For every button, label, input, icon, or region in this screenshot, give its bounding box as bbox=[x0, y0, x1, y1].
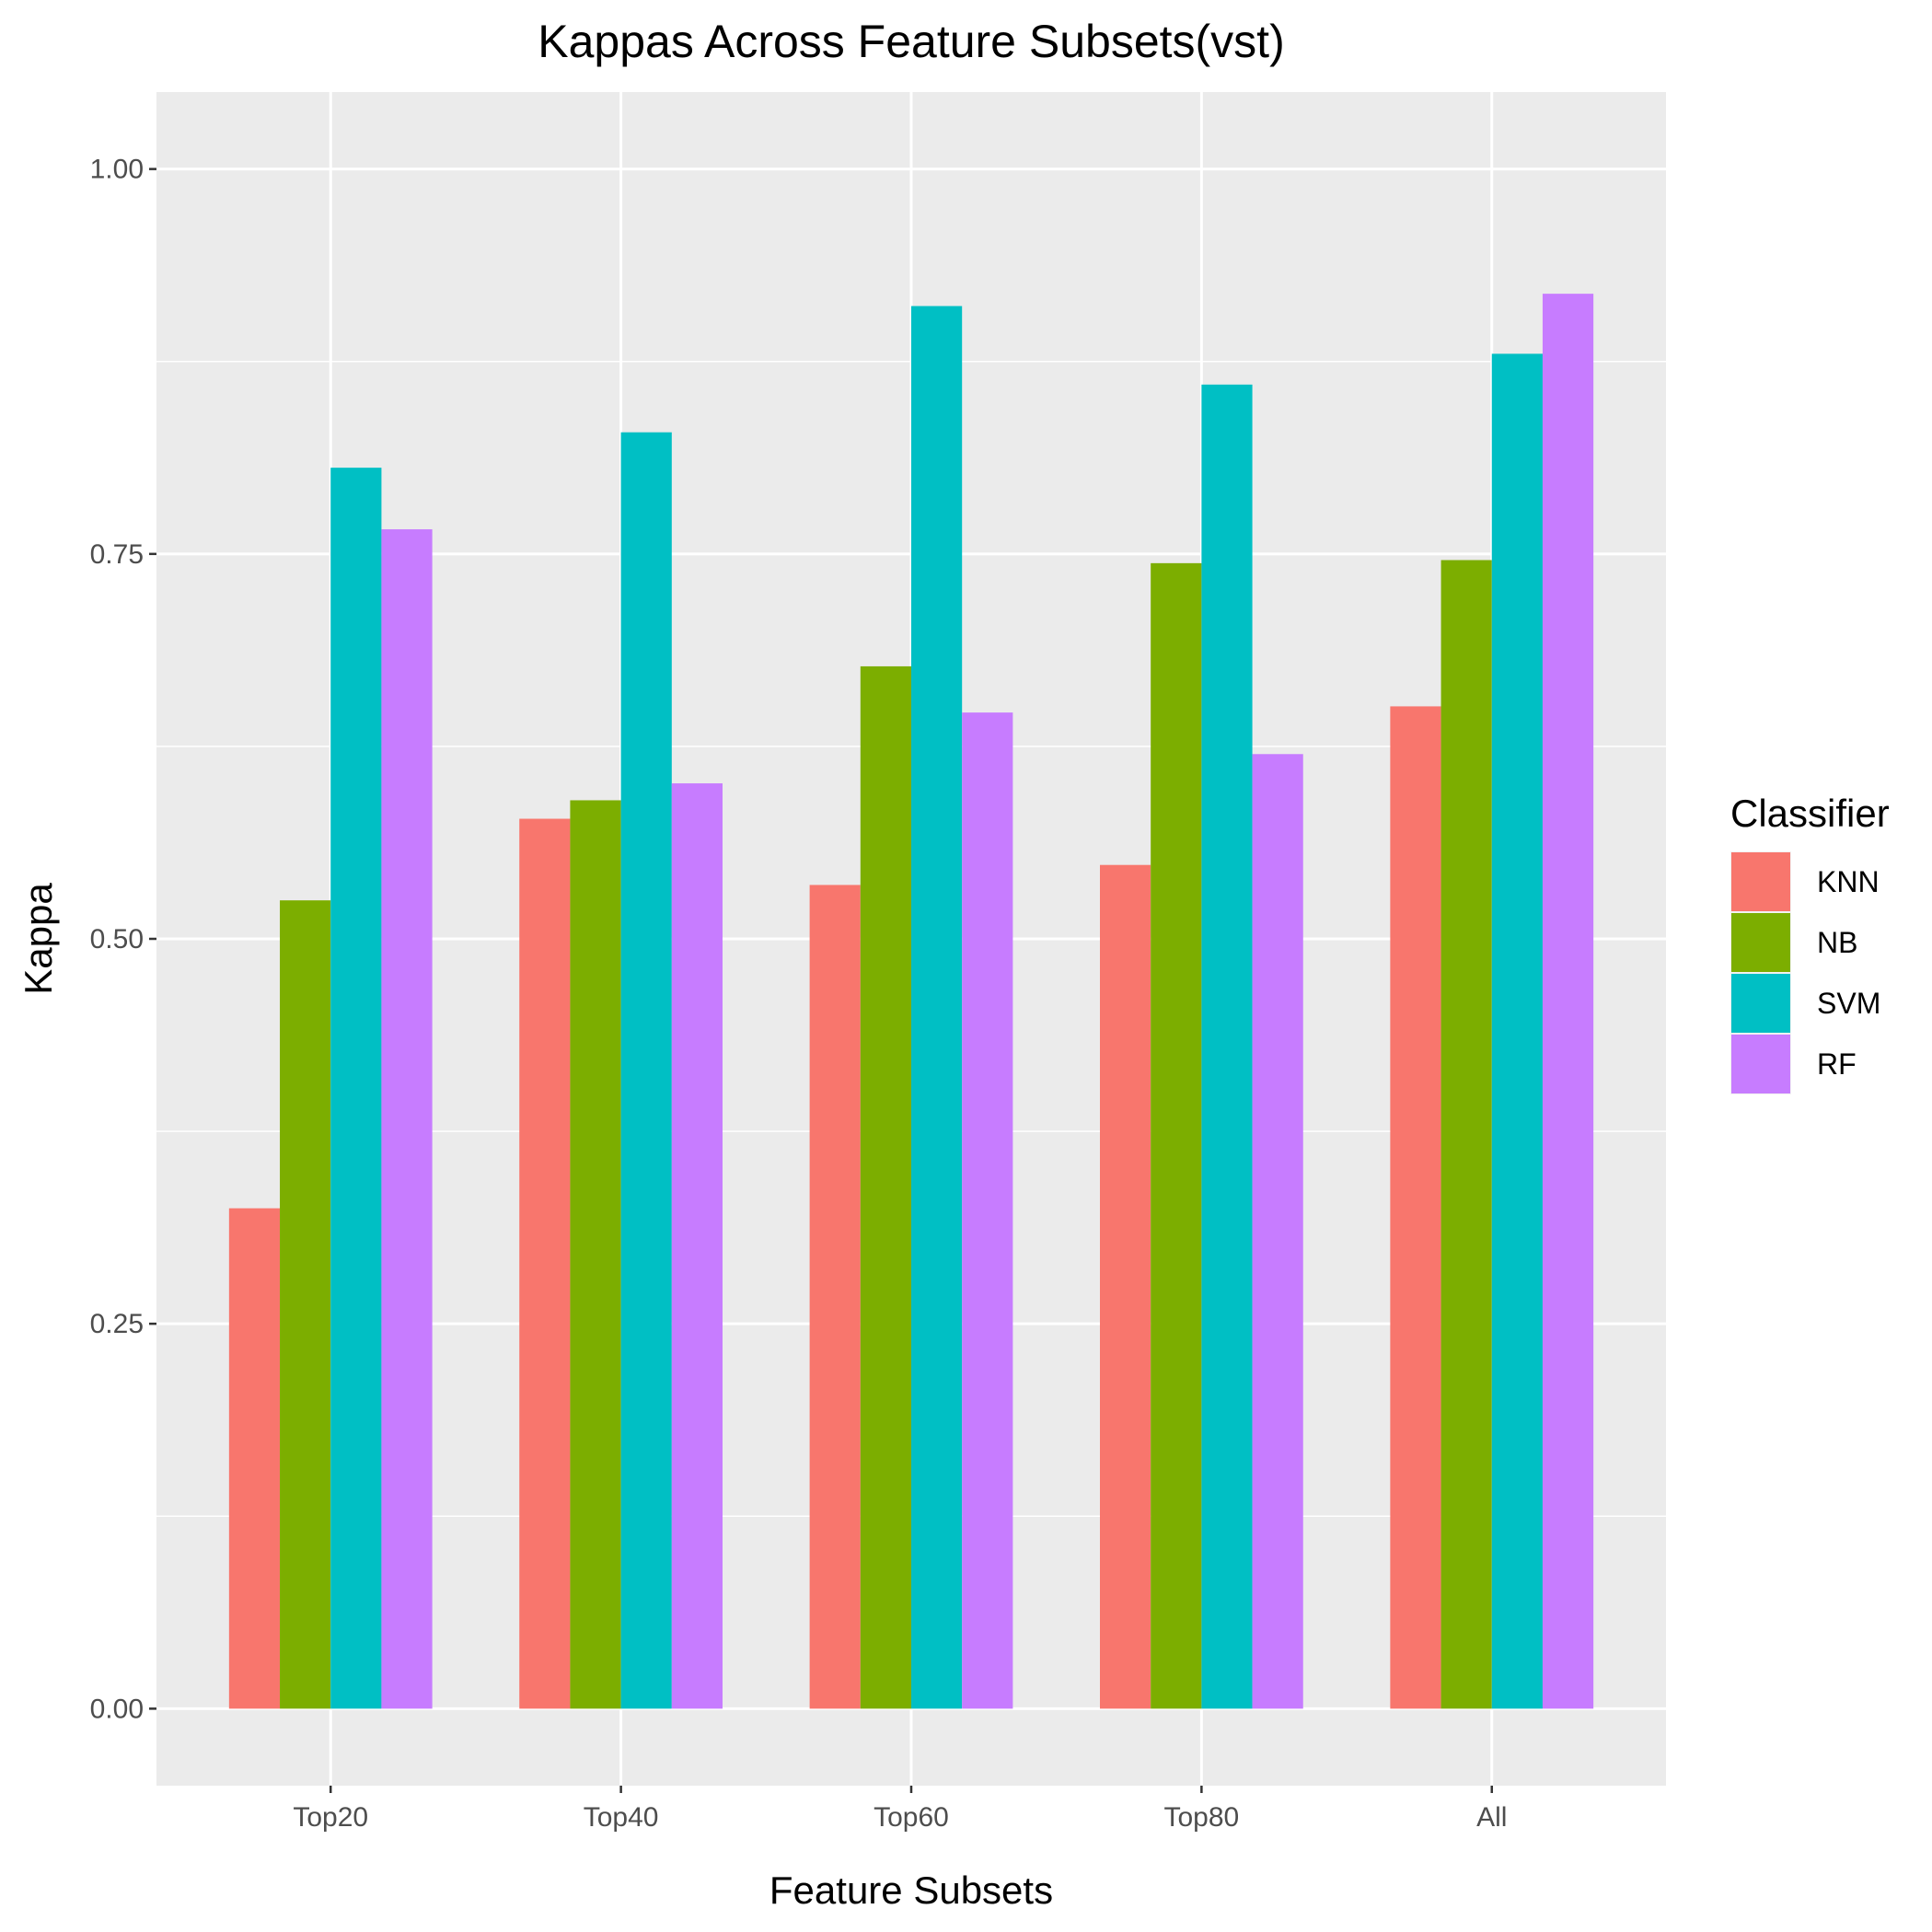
x-axis-title: Feature Subsets bbox=[769, 1868, 1053, 1912]
bar-nb-top60 bbox=[860, 665, 911, 1709]
bar-svm-top80 bbox=[1201, 384, 1253, 1709]
bar-rf-top60 bbox=[962, 712, 1013, 1709]
y-axis: 0.00 0.25 0.50 0.75 1.00 bbox=[90, 155, 156, 1724]
x-tick-label: Top80 bbox=[1164, 1802, 1240, 1833]
x-tick-label: Top60 bbox=[873, 1802, 949, 1833]
legend-swatch-nb bbox=[1731, 913, 1790, 972]
bar-rf-top80 bbox=[1252, 754, 1303, 1709]
x-axis: Top20 Top40 Top60 Top80 All bbox=[293, 1786, 1507, 1833]
x-tick-label: Top40 bbox=[584, 1802, 659, 1833]
bar-nb-top40 bbox=[570, 800, 621, 1709]
x-tick-label: Top20 bbox=[293, 1802, 368, 1833]
y-tick-label: 0.50 bbox=[90, 924, 144, 954]
bar-knn-all bbox=[1390, 706, 1441, 1709]
bar-rf-top40 bbox=[671, 783, 723, 1709]
bar-knn-top60 bbox=[809, 885, 861, 1709]
bar-nb-top20 bbox=[280, 900, 331, 1709]
y-tick-label: 0.00 bbox=[90, 1694, 144, 1724]
y-tick-label: 1.00 bbox=[90, 155, 144, 185]
legend-label-knn: KNN bbox=[1817, 865, 1880, 898]
legend-swatch-svm bbox=[1731, 974, 1790, 1033]
bars bbox=[228, 294, 1594, 1709]
bar-nb-all bbox=[1440, 560, 1492, 1709]
bar-rf-top20 bbox=[381, 529, 433, 1709]
y-tick-label: 0.25 bbox=[90, 1309, 144, 1339]
legend: Classifier KNN NB SVM RF bbox=[1730, 792, 1890, 1094]
chart-title: Kappas Across Feature Subsets(vst) bbox=[538, 16, 1284, 67]
legend-swatch-knn bbox=[1731, 852, 1790, 911]
bar-svm-all bbox=[1491, 353, 1543, 1709]
bar-knn-top80 bbox=[1100, 864, 1151, 1709]
legend-items: KNN NB SVM RF bbox=[1730, 851, 1880, 1094]
bar-nb-top80 bbox=[1151, 562, 1202, 1709]
legend-swatch-rf bbox=[1731, 1035, 1790, 1093]
x-tick-label: All bbox=[1476, 1802, 1507, 1833]
legend-title: Classifier bbox=[1730, 792, 1890, 835]
y-tick-label: 0.75 bbox=[90, 539, 144, 570]
legend-label-svm: SVM bbox=[1817, 987, 1880, 1020]
bar-svm-top20 bbox=[330, 468, 382, 1709]
bar-svm-top40 bbox=[620, 432, 672, 1709]
bar-knn-top20 bbox=[228, 1208, 281, 1709]
legend-label-nb: NB bbox=[1817, 926, 1857, 959]
y-axis-title: Kappa bbox=[17, 883, 60, 995]
bar-knn-top40 bbox=[519, 818, 571, 1709]
bar-svm-top60 bbox=[911, 306, 963, 1709]
bar-rf-all bbox=[1542, 294, 1594, 1709]
legend-label-rf: RF bbox=[1817, 1047, 1857, 1081]
